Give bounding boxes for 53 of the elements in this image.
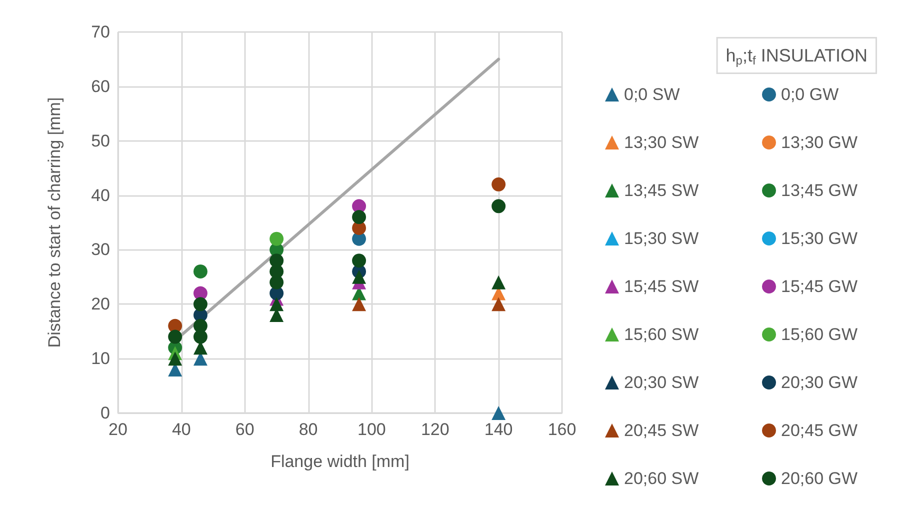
x-tick-label: 80	[298, 420, 318, 439]
y-tick-label: 60	[91, 76, 110, 96]
legend-label: 20;60 SW	[624, 469, 699, 488]
x-tick-label: 20	[108, 420, 128, 439]
legend-label: 20;30 GW	[781, 373, 858, 392]
legend-label: 15;30 GW	[781, 229, 858, 248]
point	[352, 210, 366, 224]
point	[168, 352, 182, 366]
x-tick-label: 140	[484, 420, 513, 439]
point	[492, 177, 506, 192]
legend-label: 15;45 SW	[624, 277, 699, 296]
legend-label: 20;45 GW	[781, 421, 858, 440]
y-tick-label: 70	[91, 22, 110, 42]
x-tick-label: 160	[548, 420, 576, 439]
legend-label: 15;60 GW	[781, 325, 858, 344]
legend-label: 20;45 SW	[624, 421, 699, 440]
legend-label: 13;30 GW	[781, 133, 858, 152]
point	[352, 297, 366, 312]
x-tick-label: 40	[172, 420, 191, 439]
y-tick-label: 20	[91, 294, 110, 314]
legend-label: 15;45 GW	[781, 277, 858, 296]
point	[193, 318, 208, 333]
point	[492, 199, 506, 214]
legend-label: 13;30 SW	[624, 133, 699, 152]
point	[193, 264, 208, 278]
y-tick-label: 40	[91, 186, 110, 205]
point	[352, 254, 366, 268]
y-axis-title: Distance to start of charring [mm]	[45, 97, 64, 348]
point	[492, 275, 506, 290]
legend-label: 20;30 SW	[624, 373, 699, 392]
point	[270, 297, 284, 312]
legend-label: 15;60 SW	[624, 325, 699, 344]
y-tick-label: 50	[91, 131, 110, 150]
legend-label: 13;45 GW	[781, 181, 858, 200]
y-tick-label: 0	[100, 404, 110, 422]
legend-label: 0;0 SW	[624, 85, 680, 104]
point	[270, 232, 284, 246]
legend-label: 20;60 GW	[781, 469, 858, 488]
x-tick-label: 100	[358, 420, 386, 439]
x-axis-title: Flange width [mm]	[270, 452, 410, 471]
point	[492, 297, 506, 312]
legend-label: 15;30 SW	[624, 229, 699, 248]
x-tick-label: 60	[235, 420, 254, 439]
point	[352, 270, 366, 284]
legend-label: 13;45 SW	[624, 181, 699, 200]
legend-label: 0;0 GW	[781, 85, 839, 104]
point	[193, 297, 208, 312]
point	[270, 254, 284, 268]
point	[492, 406, 506, 420]
y-tick-label: 30	[91, 240, 110, 260]
point	[168, 330, 182, 344]
y-tick-label: 10	[91, 349, 110, 368]
x-tick-label: 120	[420, 420, 450, 439]
